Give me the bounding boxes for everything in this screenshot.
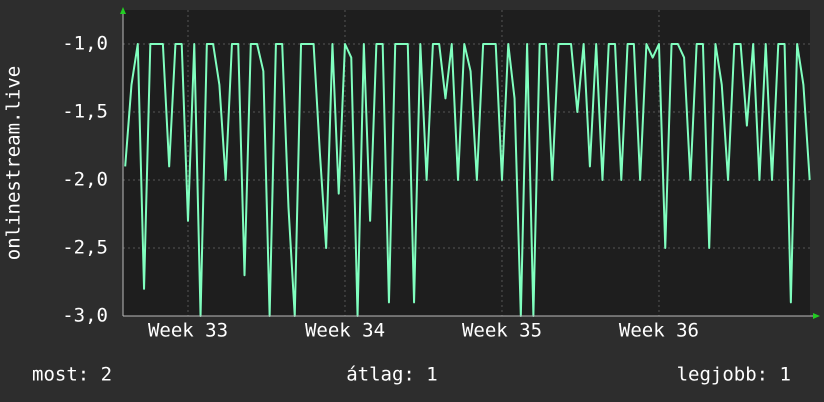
y-tick-label: -1,0 — [62, 33, 108, 55]
footer-current: most: 2 — [32, 364, 112, 386]
footer-average: átlag: 1 — [346, 364, 438, 386]
y-tick-label: -2,5 — [62, 237, 108, 259]
marks — [124, 43, 811, 317]
y-axis-label: onlinestream.live — [3, 66, 25, 260]
y-tick-label: -2,0 — [62, 169, 108, 191]
x-arrow — [813, 313, 820, 319]
x-tick-label: Week 34 — [305, 320, 385, 342]
x-tick-label: Week 33 — [148, 320, 228, 342]
y-tick-label: -1,5 — [62, 101, 108, 123]
x-tick-label: Week 36 — [619, 320, 699, 342]
y-arrow — [120, 7, 126, 14]
y-tick-label: -3,0 — [62, 305, 108, 327]
footer-best: legjobb: 1 — [677, 364, 791, 386]
x-tick-label: Week 35 — [462, 320, 542, 342]
data-line — [124, 43, 811, 317]
